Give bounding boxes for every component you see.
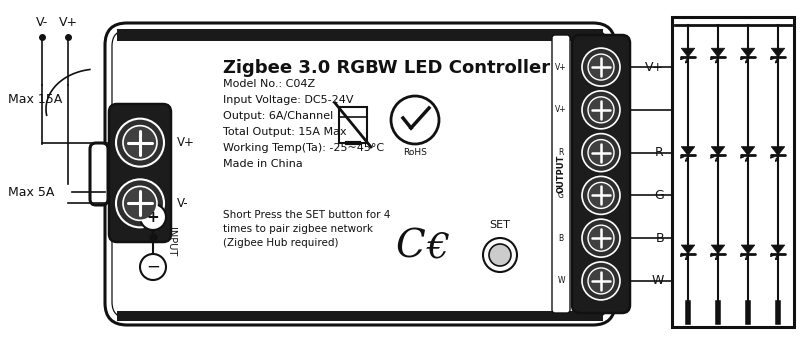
Text: −: − bbox=[146, 258, 160, 276]
Circle shape bbox=[582, 91, 620, 129]
Polygon shape bbox=[771, 245, 785, 254]
Circle shape bbox=[489, 244, 511, 266]
Circle shape bbox=[116, 179, 164, 227]
Text: V+: V+ bbox=[58, 16, 78, 29]
Text: V+: V+ bbox=[645, 61, 664, 74]
Circle shape bbox=[582, 48, 620, 86]
Circle shape bbox=[582, 134, 620, 172]
Text: R: R bbox=[558, 148, 564, 157]
Circle shape bbox=[588, 225, 614, 251]
Text: Total Output: 15A Max: Total Output: 15A Max bbox=[223, 127, 346, 137]
Text: V-: V- bbox=[177, 197, 189, 210]
Polygon shape bbox=[682, 245, 694, 254]
Polygon shape bbox=[711, 245, 725, 254]
Polygon shape bbox=[742, 245, 755, 254]
Text: Input Voltage: DC5-24V: Input Voltage: DC5-24V bbox=[223, 95, 354, 105]
Bar bbox=[672, 17, 794, 327]
Text: C: C bbox=[395, 229, 425, 265]
FancyBboxPatch shape bbox=[109, 104, 171, 242]
Text: €: € bbox=[427, 230, 450, 264]
FancyBboxPatch shape bbox=[105, 23, 615, 325]
Text: B: B bbox=[655, 232, 664, 245]
Circle shape bbox=[588, 54, 614, 80]
Text: V+: V+ bbox=[177, 136, 195, 149]
Circle shape bbox=[483, 238, 517, 272]
Polygon shape bbox=[711, 48, 725, 57]
Circle shape bbox=[588, 268, 614, 294]
Circle shape bbox=[140, 204, 166, 230]
Text: G: G bbox=[654, 189, 664, 202]
Circle shape bbox=[123, 186, 157, 220]
Text: W: W bbox=[558, 277, 565, 286]
Bar bbox=[117, 29, 603, 41]
Text: Output: 6A/Channel: Output: 6A/Channel bbox=[223, 111, 334, 121]
Polygon shape bbox=[742, 146, 755, 155]
Polygon shape bbox=[771, 146, 785, 155]
FancyBboxPatch shape bbox=[572, 35, 630, 313]
Text: Max 15A: Max 15A bbox=[8, 93, 62, 105]
Text: W: W bbox=[652, 274, 664, 287]
Polygon shape bbox=[742, 48, 755, 57]
FancyBboxPatch shape bbox=[552, 35, 570, 313]
Circle shape bbox=[588, 183, 614, 209]
Circle shape bbox=[123, 126, 157, 160]
Circle shape bbox=[116, 119, 164, 167]
Text: V+: V+ bbox=[555, 62, 567, 71]
Text: SET: SET bbox=[490, 220, 510, 230]
Text: Model No.: C04Z: Model No.: C04Z bbox=[223, 79, 315, 89]
Polygon shape bbox=[682, 146, 694, 155]
Circle shape bbox=[582, 219, 620, 257]
Text: R: R bbox=[655, 146, 664, 159]
Text: +: + bbox=[146, 210, 159, 225]
Circle shape bbox=[582, 176, 620, 214]
Circle shape bbox=[140, 254, 166, 280]
Text: INPUT: INPUT bbox=[166, 227, 176, 257]
Text: Max 5A: Max 5A bbox=[8, 186, 54, 198]
Circle shape bbox=[582, 262, 620, 300]
Text: Working Temp(Ta): -25~45°C: Working Temp(Ta): -25~45°C bbox=[223, 143, 384, 153]
Text: Short Press the SET button for 4
times to pair zigbee network
(Zigbee Hub requir: Short Press the SET button for 4 times t… bbox=[223, 210, 390, 248]
Text: RoHS: RoHS bbox=[403, 148, 427, 157]
Bar bbox=[339, 107, 367, 143]
Bar bbox=[117, 311, 603, 321]
Text: V-: V- bbox=[36, 16, 48, 29]
FancyBboxPatch shape bbox=[90, 143, 108, 205]
Text: B: B bbox=[558, 234, 563, 243]
Text: OUTPUT: OUTPUT bbox=[557, 155, 566, 193]
Text: Zigbee 3.0 RGBW LED Controller: Zigbee 3.0 RGBW LED Controller bbox=[223, 59, 550, 77]
Polygon shape bbox=[771, 48, 785, 57]
Text: G: G bbox=[558, 191, 564, 200]
Text: Made in China: Made in China bbox=[223, 159, 302, 169]
Polygon shape bbox=[711, 146, 725, 155]
Circle shape bbox=[588, 97, 614, 123]
Circle shape bbox=[391, 96, 439, 144]
Text: V+: V+ bbox=[555, 105, 567, 115]
Circle shape bbox=[588, 139, 614, 166]
Polygon shape bbox=[682, 48, 694, 57]
